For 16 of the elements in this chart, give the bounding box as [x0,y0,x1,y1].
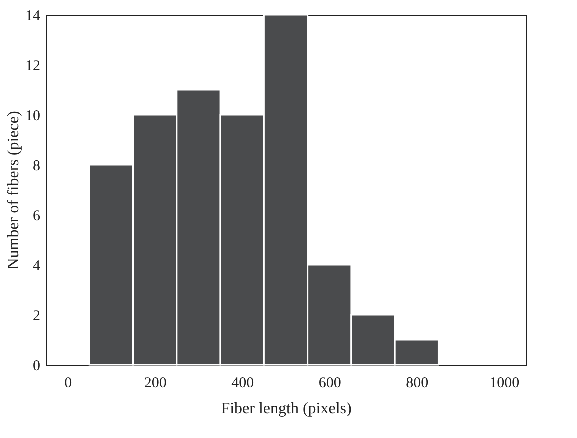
x-tick-label: 800 [406,376,429,392]
y-tick-label: 12 [26,58,40,74]
y-tick-label: 4 [33,258,41,274]
y-axis-title: Number of fibers (piece) [6,111,22,270]
y-tick-label: 8 [33,158,40,174]
x-tick-label: 400 [232,376,254,392]
y-tick-label: 10 [26,108,40,124]
x-tick-label: 200 [144,376,167,392]
y-tick-label: 6 [33,208,41,224]
x-tick-label: 600 [318,376,342,392]
y-tick-label: 0 [33,358,40,374]
x-tick-label: 0 [64,376,72,392]
y-tick-label: 2 [33,308,40,324]
y-tick-label: 14 [26,8,41,24]
x-axis-title: Fiber length (pixels) [221,400,352,418]
x-tick-label: 1000 [490,376,520,392]
